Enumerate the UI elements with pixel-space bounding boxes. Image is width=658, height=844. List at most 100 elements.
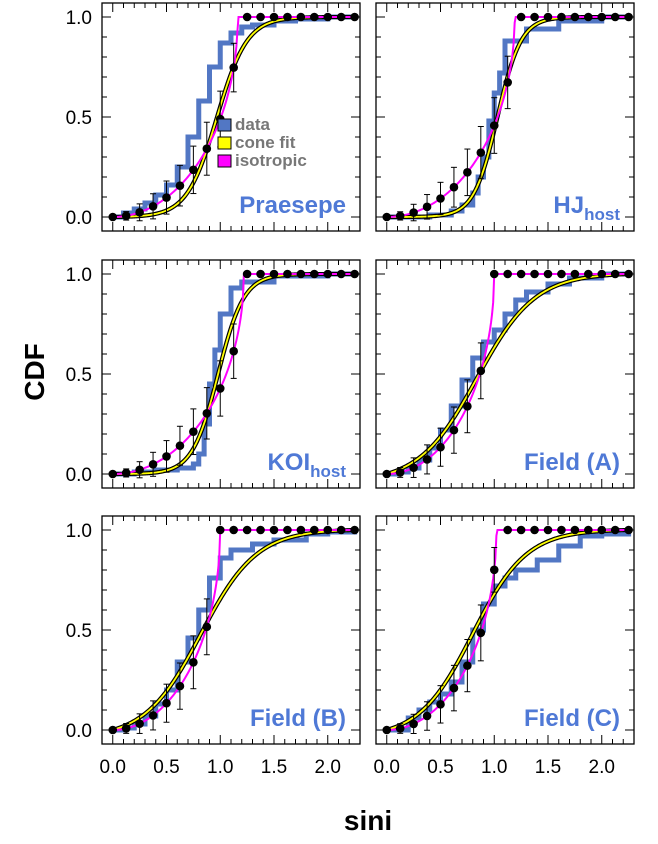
isotropic-point [610,525,620,535]
isotropic-point [530,12,539,22]
y-tick-label: 0.0 [66,721,92,742]
isotropic-point [336,12,346,22]
isotropic-point [350,525,359,535]
y-tick-label: 1.0 [66,521,92,542]
isotropic-point [310,12,319,22]
cone-fit-outline [386,527,629,733]
x-tick-label: 0.0 [374,757,400,778]
isotropic-point [350,269,359,279]
panel-label: Field (C) [524,705,620,732]
isotropic-point [108,212,118,222]
isotropic-point [557,269,566,279]
cone-fit-outline [386,14,629,220]
isotropic-point [215,525,225,535]
isotropic-point [584,12,593,22]
isotropic-point [256,525,265,535]
isotropic-point [382,212,392,222]
x-tick-label: 1.5 [261,757,287,778]
isotropic-point [503,525,512,535]
isotropic-line [112,529,355,731]
isotropic-point [584,269,593,279]
isotropic-point [557,12,566,22]
isotropic-point [449,425,459,435]
isotropic-point [463,168,472,177]
y-tick-label: 0.0 [66,208,92,229]
isotropic-point [135,719,144,728]
cone-fit-outline [386,271,629,477]
x-tick-label: 1.0 [481,757,507,778]
x-tick-label: 0.0 [100,757,126,778]
panel-5: 0.0 0.5 1.0 0.0 0.5 1.0 1.5 2.0 Field (B) [66,515,361,778]
isotropic-point [162,193,171,202]
isotropic-point [121,468,131,478]
isotropic-point [624,525,633,535]
isotropic-point [350,12,359,22]
isotropic-point [296,525,306,535]
isotropic-point [597,525,607,535]
x-tick-label: 2.0 [315,757,341,778]
data-series-line [386,530,632,733]
y-tick-label: 0.5 [66,365,92,386]
isotropic-point [503,269,512,279]
isotropic-point [202,622,212,632]
panel-4: Field (A) [375,259,635,489]
panel-label: Praesepe [239,192,346,219]
isotropic-point [395,468,405,477]
isotropic-point [108,469,118,479]
isotropic-point [242,525,252,535]
x-tick-label: 0.5 [427,757,453,778]
isotropic-point [135,465,144,475]
isotropic-point [476,628,486,638]
isotropic-point [175,681,185,691]
isotropic-point [382,469,392,479]
y-axis-title: CDF [19,343,50,401]
isotropic-point [108,725,118,735]
isotropic-line [386,273,629,475]
isotropic-point [229,346,238,356]
isotropic-point [162,452,171,461]
isotropic-point [175,181,185,190]
isotropic-point [323,12,333,22]
isotropic-point [202,144,212,154]
isotropic-line [386,529,629,731]
isotropic-point [543,269,553,279]
isotropic-point [422,202,432,212]
panel-2: HJhost [375,2,635,232]
isotropic-point [570,12,580,22]
legend-entry: data [235,115,271,134]
y-tick-label: 1.0 [66,265,92,286]
isotropic-point [296,269,306,279]
legend-swatch [217,118,232,132]
isotropic-point [449,683,459,693]
isotropic-point [283,525,292,535]
isotropic-point [256,269,265,279]
isotropic-point [148,202,158,211]
isotropic-point [543,525,553,535]
x-tick-label: 2.0 [589,757,615,778]
cone-fit-line [386,273,629,475]
isotropic-point [422,711,432,721]
isotropic-point [476,148,486,157]
isotropic-point [323,525,333,535]
cone-fit-line [386,529,629,731]
legend-entry: isotropic [235,151,307,170]
isotropic-point [463,401,472,411]
x-tick-label: 1.0 [207,757,233,778]
isotropic-point [269,12,279,22]
isotropic-point [283,269,292,279]
isotropic-point [489,269,499,279]
isotropic-point [409,208,418,217]
isotropic-point [242,12,252,22]
isotropic-point [557,525,566,535]
isotropic-point [610,12,620,22]
panel-6: 0.0 0.5 1.0 1.5 2.0 Field (C) [374,515,635,778]
isotropic-point [409,463,418,472]
isotropic-point [148,711,158,720]
panel-label: Field (B) [250,705,346,732]
isotropic-point [189,165,198,175]
legend-swatch [217,136,232,150]
isotropic-point [624,269,633,279]
